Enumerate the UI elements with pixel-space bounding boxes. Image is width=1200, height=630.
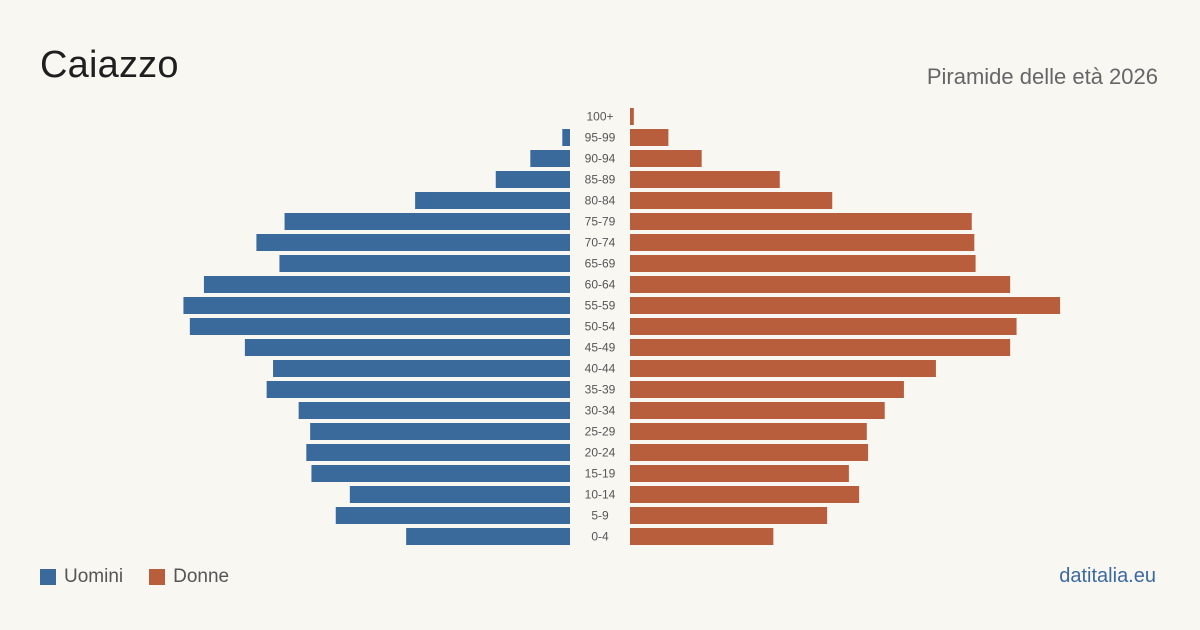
bar-women-60-64 [630,276,1011,293]
age-label-0-4: 0-4 [591,530,609,544]
bar-women-65-69 [630,255,976,272]
bar-women-40-44 [630,360,936,377]
age-label-30-34: 30-34 [585,404,616,418]
bar-women-100+ [630,108,634,125]
age-label-10-14: 10-14 [585,488,616,502]
bar-women-70-74 [630,234,975,251]
bar-men-20-24 [306,444,570,461]
bar-men-80-84 [415,192,570,209]
bar-women-75-79 [630,213,972,230]
age-label-25-29: 25-29 [585,425,616,439]
legend-label-men: Uomini [64,566,124,587]
age-label-15-19: 15-19 [585,467,616,481]
age-label-100+: 100+ [586,110,613,124]
bar-women-0-4 [630,528,774,545]
legend: Uomini Donne [40,566,229,588]
bar-men-60-64 [203,276,571,293]
age-label-40-44: 40-44 [585,362,616,376]
age-label-45-49: 45-49 [585,341,616,355]
bar-women-35-39 [630,381,904,398]
bar-men-85-89 [495,171,570,188]
legend-item-men: Uomini [40,566,123,588]
age-label-35-39: 35-39 [585,383,616,397]
bar-men-40-44 [273,360,570,377]
bar-men-55-59 [183,297,570,314]
bar-women-90-94 [630,150,702,167]
age-label-80-84: 80-84 [585,194,616,208]
bar-men-70-74 [256,234,570,251]
chart-subtitle: Piramide delle età 2026 [926,64,1158,89]
age-label-75-79: 75-79 [585,215,616,229]
bar-men-10-14 [349,486,570,503]
bar-women-95-99 [630,129,669,146]
chart-title: Caiazzo [40,44,179,86]
bar-men-75-79 [284,213,570,230]
bar-men-90-94 [530,150,570,167]
legend-label-women: Donne [173,566,230,587]
bar-women-80-84 [630,192,833,209]
legend-item-women: Donne [149,566,229,588]
bar-men-35-39 [266,381,570,398]
age-label-90-94: 90-94 [585,152,616,166]
bar-men-30-34 [298,402,570,419]
age-label-55-59: 55-59 [585,299,616,313]
bar-men-15-19 [311,465,570,482]
bar-women-50-54 [630,318,1017,335]
bar-men-5-9 [335,507,570,524]
bar-women-30-34 [630,402,885,419]
bar-men-50-54 [189,318,570,335]
bar-men-25-29 [310,423,570,440]
bar-women-45-49 [630,339,1011,356]
bar-women-10-14 [630,486,860,503]
bar-men-65-69 [279,255,570,272]
age-label-65-69: 65-69 [585,257,616,271]
legend-swatch-women [149,569,166,585]
bar-men-95-99 [562,129,570,146]
age-label-95-99: 95-99 [585,131,616,145]
source-link[interactable]: datitalia.eu [1059,565,1156,587]
age-label-50-54: 50-54 [585,320,616,334]
bar-women-25-29 [630,423,867,440]
bar-women-85-89 [630,171,780,188]
age-label-85-89: 85-89 [585,173,616,187]
age-label-70-74: 70-74 [585,236,616,250]
bar-men-45-49 [244,339,570,356]
age-label-20-24: 20-24 [585,446,616,460]
bar-men-0-4 [406,528,570,545]
age-label-60-64: 60-64 [585,278,616,292]
legend-swatch-men [40,569,56,585]
age-label-5-9: 5-9 [591,509,609,523]
bar-women-15-19 [630,465,849,482]
bar-women-55-59 [630,297,1061,314]
bar-women-20-24 [630,444,869,461]
bar-women-5-9 [630,507,828,524]
